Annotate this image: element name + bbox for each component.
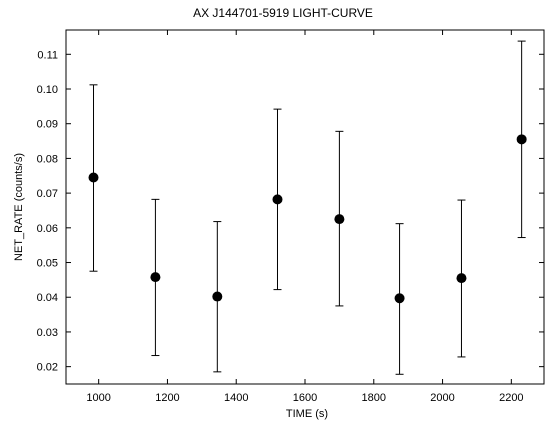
data-point [334,214,345,225]
data-point [456,273,467,284]
y-axis-label: NET_RATE (counts/s) [13,153,25,261]
data-point [516,134,527,145]
x-tick-label: 1800 [362,392,386,404]
x-tick-label: 1600 [293,392,317,404]
x-tick-label: 1200 [155,392,179,404]
x-axis-label: TIME (s) [286,408,328,420]
x-tick-label: 2000 [430,392,454,404]
y-tick-label: 0.06 [37,223,58,235]
data-series [88,40,527,375]
y-tick-label: 0.05 [37,258,58,270]
data-point [150,272,161,283]
data-point [272,194,283,205]
data-point [88,172,99,183]
x-tick-label: 1400 [224,392,248,404]
y-tick-label: 0.03 [37,327,58,339]
x-axis: 1000 1200 1400 1600 1800 2000 2200 [86,30,524,404]
y-tick-label: 0.10 [37,84,58,96]
plot-frame [65,29,545,385]
y-tick-label: 0.08 [37,153,58,165]
y-tick-label: 0.11 [37,49,58,61]
y-tick-label: 0.09 [37,119,58,131]
data-point [394,293,405,304]
y-tick-label: 0.04 [37,292,58,304]
x-tick-label: 1000 [86,392,110,404]
y-axis: 0.02 0.03 0.04 0.05 0.06 0.07 0.08 0.09 0.10 0.11 [37,49,544,374]
y-tick-label: 0.07 [37,188,58,200]
data-point [212,291,223,302]
x-tick-label: 2200 [499,392,523,404]
chart-title: AX J144701-5919 LIGHT-CURVE [193,6,373,20]
y-tick-label: 0.02 [37,362,58,374]
